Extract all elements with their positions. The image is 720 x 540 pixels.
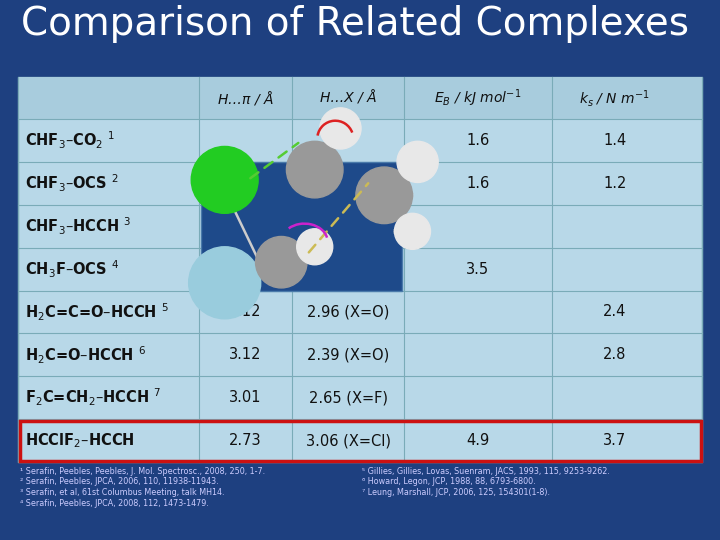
Circle shape bbox=[320, 108, 361, 149]
Circle shape bbox=[356, 167, 413, 224]
Text: 4.9: 4.9 bbox=[467, 433, 490, 448]
Text: H…$\pi$ / Å: H…$\pi$ / Å bbox=[217, 89, 274, 107]
Text: 2.96 (X=O): 2.96 (X=O) bbox=[307, 305, 390, 320]
Text: ⁷ Leung, Marshall, JCP, 2006, 125, 154301(1-8).: ⁷ Leung, Marshall, JCP, 2006, 125, 15430… bbox=[362, 488, 550, 497]
Circle shape bbox=[287, 141, 343, 198]
Text: 2.8: 2.8 bbox=[603, 347, 626, 362]
Circle shape bbox=[297, 229, 333, 265]
Text: 3.06 (X=Cl): 3.06 (X=Cl) bbox=[305, 433, 390, 448]
Text: CHF$_3$–OCS $^2$: CHF$_3$–OCS $^2$ bbox=[25, 173, 119, 194]
Text: 1.6: 1.6 bbox=[467, 133, 490, 148]
Text: HCClF$_2$–HCCH: HCClF$_2$–HCCH bbox=[25, 431, 135, 450]
Text: ³ Serafin, et al, 61st Columbus Meeting, talk MH14.: ³ Serafin, et al, 61st Columbus Meeting,… bbox=[20, 488, 225, 497]
Text: $k_s$ / N m$^{-1}$: $k_s$ / N m$^{-1}$ bbox=[580, 87, 650, 109]
Text: 2.4: 2.4 bbox=[603, 305, 626, 320]
Text: CHF$_3$–HCCH $^3$: CHF$_3$–HCCH $^3$ bbox=[25, 215, 131, 237]
Text: ¹ Serafin, Peebles, Peebles, J. Mol. Spectrosc., 2008, 250, 1-7.: ¹ Serafin, Peebles, Peebles, J. Mol. Spe… bbox=[20, 467, 265, 476]
Text: $E_B$ / kJ mol$^{-1}$: $E_B$ / kJ mol$^{-1}$ bbox=[434, 87, 521, 109]
Text: 2.39 (X=O): 2.39 (X=O) bbox=[307, 347, 389, 362]
Circle shape bbox=[395, 213, 431, 249]
Text: F$_2$C=CH$_2$–HCCH $^7$: F$_2$C=CH$_2$–HCCH $^7$ bbox=[25, 387, 161, 408]
Text: 1.2: 1.2 bbox=[603, 176, 626, 191]
Text: ² Serafin, Peebles, JPCA, 2006, 110, 11938-11943.: ² Serafin, Peebles, JPCA, 2006, 110, 119… bbox=[20, 477, 219, 487]
Text: 3.5: 3.5 bbox=[467, 261, 490, 276]
Text: CH$_3$F–OCS $^4$: CH$_3$F–OCS $^4$ bbox=[25, 258, 120, 280]
Bar bbox=[202, 162, 402, 291]
Bar bbox=[18, 77, 702, 119]
Text: 3.7: 3.7 bbox=[603, 433, 626, 448]
Text: H$_2$C=O–HCCH $^6$: H$_2$C=O–HCCH $^6$ bbox=[25, 344, 146, 366]
Text: 1.6: 1.6 bbox=[467, 176, 490, 191]
Circle shape bbox=[256, 237, 307, 288]
Circle shape bbox=[192, 146, 258, 213]
Text: ⁶ Howard, Legon, JCP, 1988, 88, 6793-6800.: ⁶ Howard, Legon, JCP, 1988, 88, 6793-680… bbox=[362, 477, 536, 487]
Text: CHF$_3$–CO$_2$ $^1$: CHF$_3$–CO$_2$ $^1$ bbox=[25, 130, 115, 151]
Text: 2.73: 2.73 bbox=[229, 433, 262, 448]
Text: 2.65 (X=F): 2.65 (X=F) bbox=[309, 390, 387, 405]
Text: H…X / Å: H…X / Å bbox=[320, 91, 377, 105]
Text: 3.01: 3.01 bbox=[229, 390, 261, 405]
Text: 3.12: 3.12 bbox=[229, 347, 261, 362]
Circle shape bbox=[189, 247, 261, 319]
Circle shape bbox=[397, 141, 438, 183]
Text: 3.12: 3.12 bbox=[229, 305, 261, 320]
Text: Comparison of Related Complexes: Comparison of Related Complexes bbox=[21, 5, 689, 43]
Text: ⁴ Serafin, Peebles, JPCA, 2008, 112, 1473-1479.: ⁴ Serafin, Peebles, JPCA, 2008, 112, 147… bbox=[20, 498, 209, 508]
Text: H$_2$C=C=O–HCCH $^5$: H$_2$C=C=O–HCCH $^5$ bbox=[25, 301, 169, 322]
Text: 2.83: 2.83 bbox=[229, 219, 261, 234]
Bar bbox=[18, 77, 702, 462]
Text: ⁵ Gillies, Gillies, Lovas, Suenram, JACS, 1993, 115, 9253-9262.: ⁵ Gillies, Gillies, Lovas, Suenram, JACS… bbox=[362, 467, 610, 476]
Text: 1.4: 1.4 bbox=[603, 133, 626, 148]
